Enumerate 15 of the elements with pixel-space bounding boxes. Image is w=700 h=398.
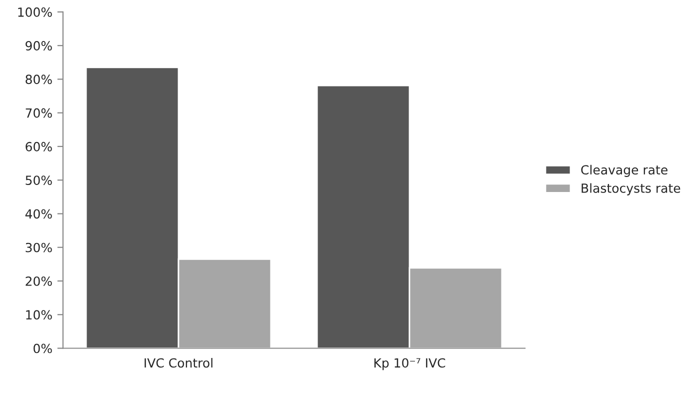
y-tick-label: 100% <box>18 7 52 17</box>
y-tick-label: 50% <box>26 176 52 186</box>
y-tick-label: 30% <box>26 242 52 252</box>
y-tick-label: 40% <box>25 209 52 219</box>
y-tick-label: 10% <box>26 310 52 320</box>
y-tick-label: 90% <box>26 41 52 50</box>
x-tick-label: Kp 10⁻⁷ IVC <box>374 358 446 370</box>
y-tick-label: 0% <box>34 344 52 354</box>
y-tick-label: 80% <box>26 74 52 84</box>
y-tick-label: 60% <box>26 142 52 152</box>
y-tick-label: 70% <box>26 108 52 118</box>
y-tick-label: 20% <box>26 276 52 286</box>
legend-label: Cleavage rate <box>581 164 668 177</box>
x-tick-label: IVC Control <box>144 358 212 368</box>
legend-label: Blastocysts rate <box>582 183 680 196</box>
